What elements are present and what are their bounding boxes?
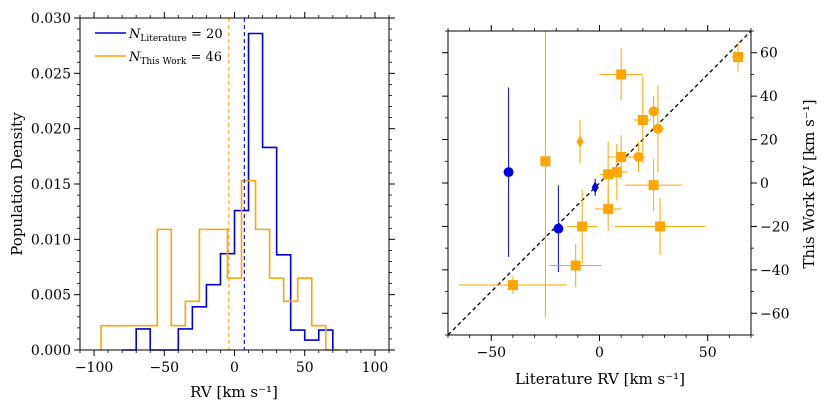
histogram-x-axis-title: RV [km s⁻¹] — [190, 383, 278, 401]
histogram-step-literature — [122, 32, 334, 351]
x-tick-label: −50 — [477, 345, 507, 361]
x-tick-label: −100 — [75, 360, 113, 376]
data-point-diamond — [591, 181, 599, 194]
scatter-y-axis-title: This Work RV [km s⁻¹] — [800, 99, 818, 268]
scatter-ticks: −50 0 50 −60 −40 −20 0 20 40 60 — [442, 25, 790, 361]
data-point-circle — [633, 151, 644, 162]
data-point-circle — [503, 167, 514, 178]
y-tick-label: 0 — [760, 176, 769, 192]
y-tick-label: −60 — [760, 306, 790, 322]
legend: NLiterature = 20 NThis Work = 46 — [95, 27, 223, 67]
x-tick-label: 50 — [699, 345, 717, 361]
histogram-frame — [79, 17, 390, 351]
legend-this-work-label: NThis Work = 46 — [128, 50, 222, 67]
data-point-square — [540, 156, 551, 167]
y-tick-label: 0.030 — [31, 11, 71, 27]
y-tick-label: −40 — [760, 263, 790, 279]
data-point-square — [637, 115, 648, 126]
histogram-panel: −100 −50 0 50 100 0.000 0.005 0.010 0.015 0.020 0.… — [8, 11, 395, 401]
y-tick-label: 0.000 — [31, 343, 71, 359]
data-point-square — [603, 169, 614, 180]
error-bars — [458, 31, 745, 318]
y-tick-label: 0.005 — [31, 288, 71, 304]
legend-literature-label: NLiterature = 20 — [128, 27, 223, 44]
data-point-diamond — [576, 135, 584, 148]
data-point-square — [616, 151, 627, 162]
y-tick-label: 60 — [760, 46, 778, 62]
data-point-circle — [553, 223, 564, 234]
scatter-points — [503, 52, 744, 291]
histogram-step-this-work — [100, 179, 340, 351]
data-point-square — [507, 280, 518, 291]
y-tick-label: 0.020 — [31, 122, 71, 138]
data-point-square — [648, 180, 659, 191]
one-to-one-line — [447, 30, 752, 336]
histogram-ticks: −100 −50 0 50 100 0.000 0.005 0.010 0.015 0.020 0.… — [31, 11, 395, 376]
x-tick-label: 0 — [595, 345, 604, 361]
y-tick-label: 40 — [760, 89, 778, 105]
data-point-square — [577, 221, 588, 232]
data-point-square — [603, 204, 614, 215]
histogram-steps — [100, 32, 340, 351]
data-point-circle — [648, 106, 659, 117]
scatter-panel: −50 0 50 −60 −40 −20 0 20 40 60 Literature RV [km… — [442, 25, 818, 388]
y-tick-label: 0.015 — [31, 177, 71, 193]
data-point-circle — [652, 123, 663, 134]
scatter-x-axis-title: Literature RV [km s⁻¹] — [515, 370, 685, 388]
data-point-square — [733, 52, 744, 63]
data-point-square — [611, 167, 622, 178]
x-tick-label: 0 — [230, 360, 239, 376]
x-tick-label: −50 — [149, 360, 179, 376]
median-lines — [228, 18, 245, 350]
y-tick-label: 20 — [760, 133, 778, 149]
data-point-square — [616, 69, 627, 80]
y-tick-label: 0.010 — [31, 232, 71, 248]
x-tick-label: 50 — [296, 360, 314, 376]
data-point-square — [570, 260, 581, 271]
y-tick-label: 0.025 — [31, 66, 71, 82]
y-tick-label: −20 — [760, 219, 790, 235]
scatter-plot-area — [447, 30, 752, 336]
histogram-y-axis-title: Population Density — [8, 112, 26, 256]
x-tick-label: 100 — [362, 360, 389, 376]
data-point-square — [655, 221, 666, 232]
